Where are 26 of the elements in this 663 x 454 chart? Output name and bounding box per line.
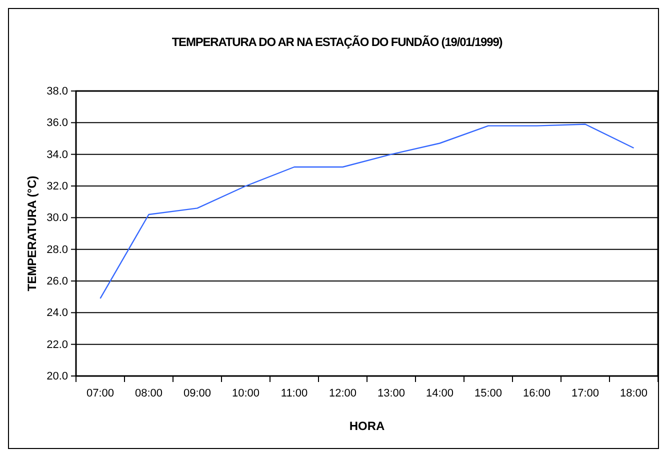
x-tick-label: 16:00 bbox=[522, 388, 551, 400]
x-tick-label: 15:00 bbox=[474, 388, 502, 400]
line-series bbox=[100, 124, 634, 300]
y-tick-label: 24.0 bbox=[46, 307, 68, 320]
x-tick-label: 13:00 bbox=[377, 388, 406, 400]
x-tick-label: 14:00 bbox=[426, 388, 454, 400]
y-tick-label: 34.0 bbox=[46, 148, 68, 161]
x-axis-title: HORA bbox=[349, 419, 385, 433]
y-tick-label: 38.0 bbox=[46, 86, 68, 98]
y-axis-title: TEMPERATURA (°C) bbox=[25, 176, 39, 292]
y-tick-label: 30.0 bbox=[46, 212, 68, 224]
x-tick-label: 11:00 bbox=[280, 388, 308, 400]
y-tick-label: 20.0 bbox=[46, 370, 68, 383]
x-tick-label: 07:00 bbox=[86, 388, 114, 400]
y-tick-label: 28.0 bbox=[46, 244, 68, 256]
y-tick-label: 36.0 bbox=[46, 117, 68, 130]
y-tick-label: 32.0 bbox=[46, 180, 68, 193]
x-tick-label: 18:00 bbox=[620, 388, 648, 400]
y-tick-label: 26.0 bbox=[46, 276, 68, 288]
x-tick-label: 08:00 bbox=[134, 388, 163, 400]
chart-title: TEMPERATURA DO AR NA ESTAÇÃO DO FUNDÃO (19/01/1999) bbox=[172, 35, 503, 49]
x-tick-label: 10:00 bbox=[232, 388, 260, 400]
y-tick-label: 22.0 bbox=[46, 338, 68, 351]
x-tick-label: 12:00 bbox=[328, 388, 357, 400]
x-tick-label: 17:00 bbox=[571, 388, 600, 400]
x-tick-label: 09:00 bbox=[183, 388, 212, 400]
